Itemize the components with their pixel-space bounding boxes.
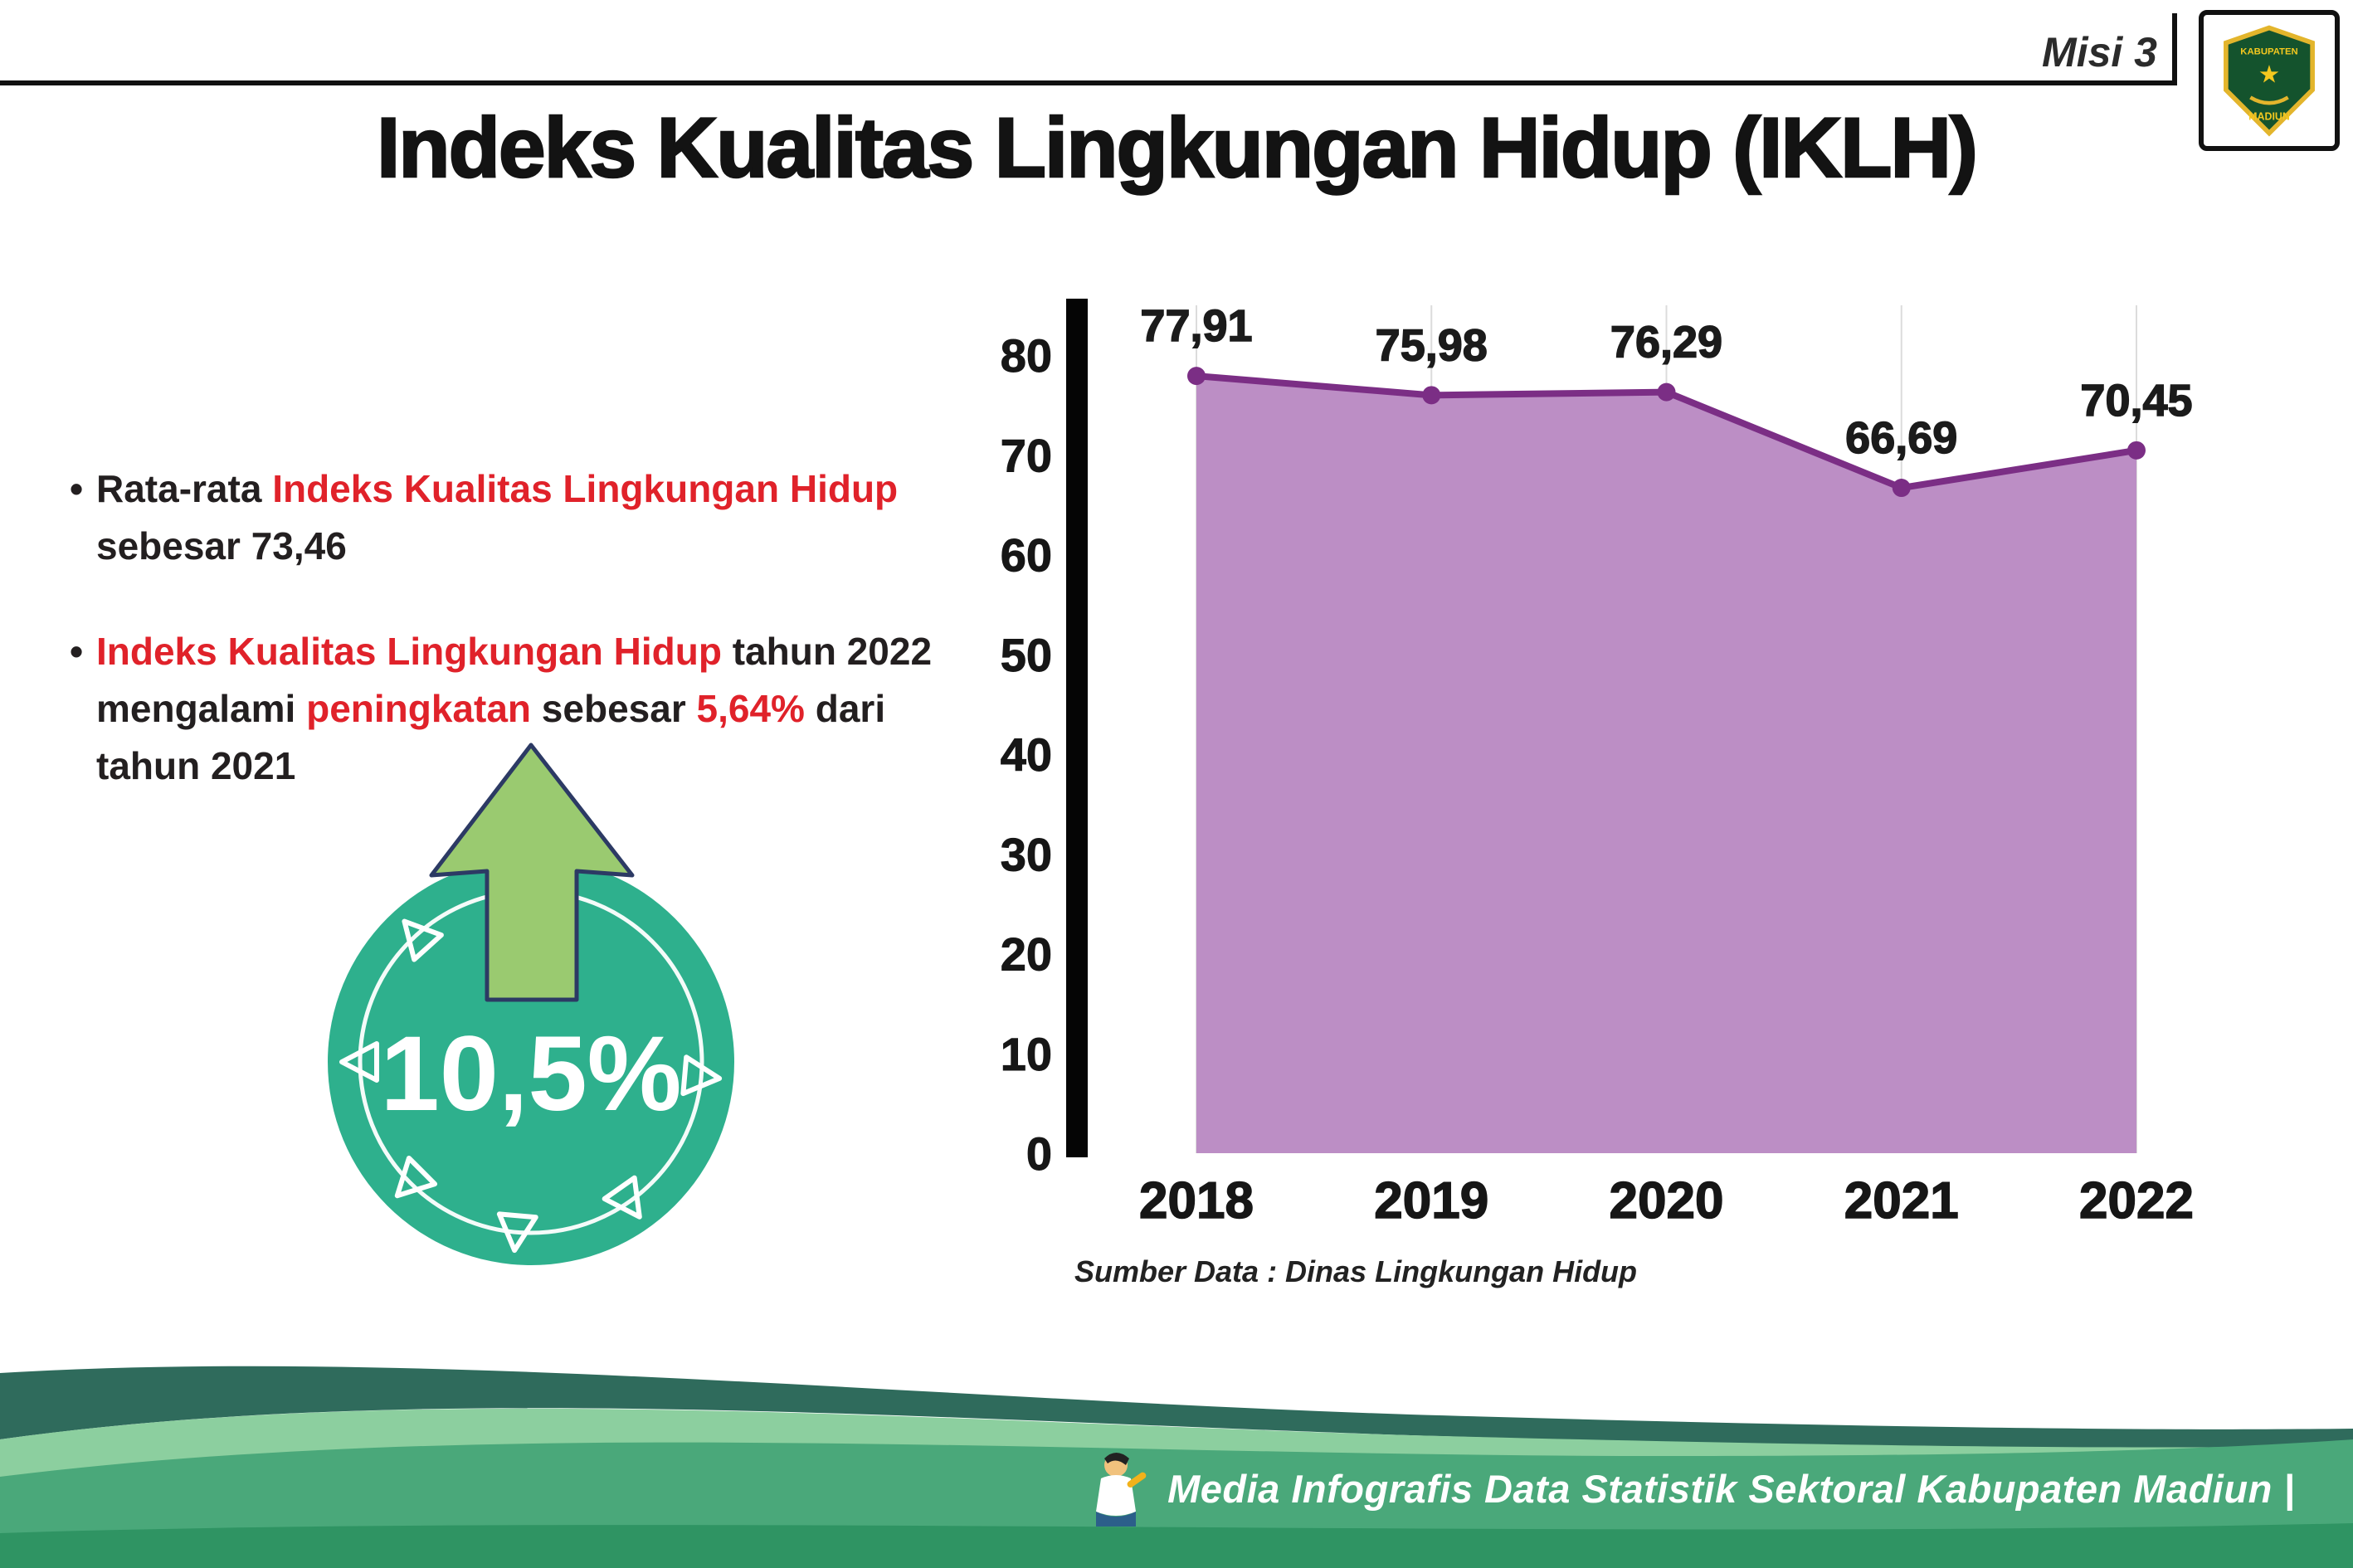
y-axis-line [1066, 299, 1088, 1157]
chart-area-group [1196, 373, 2137, 1153]
point-label: 77,91 [1140, 301, 1252, 351]
bullet-list: • Rata-rata Indeks Kualitas Lingkungan Hi… [70, 460, 961, 843]
footer-bar: Media Infografis Data Statistik Sektoral… [1078, 1447, 2295, 1530]
chart-point-labels: 77,91 75,98 76,29 66,69 70,45 [1140, 300, 2194, 463]
bullet-dot: • [70, 630, 84, 673]
bullet-text-segment: peningkatan [306, 687, 532, 730]
y-tick-label: 60 [1001, 529, 1052, 582]
star-icon: ★ [2258, 61, 2280, 88]
footer-credit: Media Infografis Data Statistik Sektoral… [1167, 1466, 2295, 1511]
point-label: 76,29 [1610, 318, 1722, 368]
x-tick-label: 2021 [1844, 1172, 1959, 1230]
point-label: 70,45 [2080, 376, 2192, 426]
point-label: 75,98 [1376, 320, 1488, 370]
bullet-dot: • [70, 467, 84, 510]
up-arrow-icon [429, 743, 635, 1002]
header-rule [0, 80, 2175, 85]
bullet-text-segment: Indeks Kualitas Lingkungan Hidup [272, 467, 899, 510]
logo-text-kabupaten: KABUPATEN [2240, 46, 2297, 56]
chart-points-group [1187, 367, 2146, 498]
y-tick-label: 10 [1001, 1028, 1052, 1080]
badge-tick-marks [339, 918, 723, 1254]
bullet-text-segment: sebesar 73,46 [96, 524, 347, 567]
kabupaten-madiun-logo: KABUPATEN ★ MADIUN [2199, 10, 2340, 151]
data-point [2127, 441, 2146, 460]
iklh-chart: 77,91 75,98 76,29 66,69 70,45 0 10 20 30 40 50 60 7… [954, 290, 2282, 1319]
area-fill [1196, 376, 2136, 1153]
bullet-text-segment: 5,64% [696, 687, 805, 730]
increase-badge-svg: 10,5% [328, 743, 734, 1265]
x-tick-label: 2018 [1139, 1172, 1254, 1230]
x-tick-label: 2019 [1374, 1172, 1488, 1230]
footer-wave-dark [0, 1366, 2353, 1451]
bullet-text-segment: sebesar [531, 687, 697, 730]
y-tick-label: 50 [1001, 629, 1052, 681]
bullet-text-segment: Indeks Kualitas Lingkungan Hidup [96, 630, 722, 673]
iklh-chart-svg: 77,91 75,98 76,29 66,69 70,45 0 10 20 30 40 50 60 7… [1000, 299, 2195, 1230]
header-rule-corner [2172, 13, 2177, 85]
point-label: 66,69 [1845, 413, 1957, 463]
data-point [1892, 479, 1911, 498]
bullet-text-segment: Rata-rata [96, 467, 273, 510]
increase-badge: 10,5% [319, 738, 751, 1278]
badge-value: 10,5% [381, 1015, 682, 1133]
data-point [1422, 386, 1441, 405]
footer-wave-bottom [0, 1523, 2353, 1568]
badge-circle [328, 859, 734, 1265]
chart-source-note: Sumber Data : Dinas Lingkungan Hidup [1074, 1254, 1638, 1288]
mascot-icon [1096, 1453, 1147, 1527]
x-tick-label: 2022 [2079, 1172, 2194, 1230]
y-tick-label: 30 [1001, 828, 1052, 880]
y-tick-label: 80 [1001, 329, 1052, 382]
shield-icon: KABUPATEN ★ MADIUN [2224, 25, 2315, 137]
data-point [1657, 382, 1676, 402]
misi-label: Misi 3 [2042, 29, 2157, 75]
logo-text-madiun: MADIUN [2248, 111, 2290, 123]
bullet-text-segment: tahun 2022 mengalami [96, 630, 933, 730]
bullet-item: • Indeks Kualitas Lingkungan Hidup tahun … [70, 623, 961, 795]
page-title: Indeks Kualitas Lingkungan Hidup (IKLH) [376, 100, 1980, 197]
y-tick-label: 20 [1001, 928, 1052, 981]
bullet-text-segment: dari tahun 2021 [96, 687, 886, 787]
chart-y-axis-labels: 0 10 20 30 40 50 60 70 80 [1000, 329, 1052, 1181]
chart-x-axis-labels: 2018 2019 2020 2021 2022 [1138, 1171, 2194, 1230]
data-point [1187, 367, 1206, 386]
y-tick-label: 0 [1026, 1127, 1052, 1180]
x-tick-label: 2020 [1610, 1172, 1724, 1230]
y-tick-label: 40 [1001, 728, 1052, 781]
y-tick-label: 70 [1001, 429, 1052, 481]
footer-waves [0, 1366, 2353, 1568]
bullet-item: • Rata-rata Indeks Kualitas Lingkungan Hi… [70, 460, 961, 575]
